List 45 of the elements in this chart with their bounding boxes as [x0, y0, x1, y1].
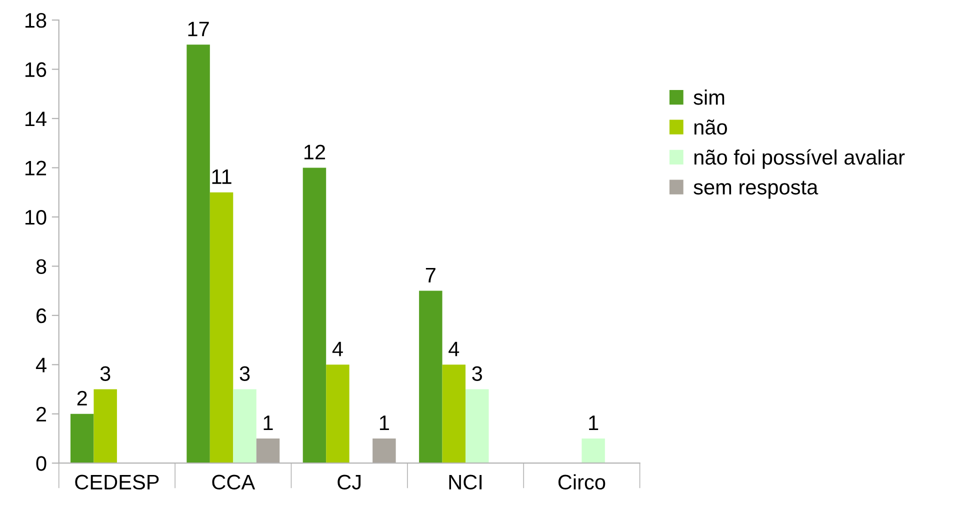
- y-tick-label: 4: [36, 358, 46, 372]
- bar: [186, 44, 210, 464]
- y-tick-label: 2: [36, 406, 46, 422]
- y-tick-label: 8: [36, 259, 46, 274]
- bar: [442, 364, 466, 464]
- data-label: 1: [589, 416, 598, 430]
- y-tick-label: 14: [25, 112, 46, 126]
- x-tick-label: CJ: [338, 474, 361, 490]
- y-tick-label: 0: [36, 456, 46, 471]
- x-tick-label: CEDESP: [75, 474, 159, 490]
- bar: [372, 438, 396, 464]
- data-label: 3: [472, 366, 482, 381]
- data-label: 4: [448, 342, 460, 356]
- bar: [302, 168, 326, 464]
- legend-label: não: [694, 120, 727, 135]
- bar: [582, 438, 605, 464]
- data-label: 12: [304, 144, 326, 160]
- data-label: 3: [100, 366, 110, 381]
- x-tick-label: Circo: [558, 474, 606, 490]
- bar: [326, 364, 350, 464]
- data-label: 7: [426, 268, 436, 282]
- data-label: 11: [212, 170, 232, 184]
- y-tick-label: 10: [25, 210, 46, 225]
- y-tick-label: 12: [25, 160, 46, 176]
- bar: [256, 438, 280, 464]
- bar: [210, 192, 234, 464]
- legend-label: sim: [694, 90, 724, 105]
- legend-label: não foi possível avaliar: [694, 149, 905, 169]
- data-label: 1: [264, 416, 273, 430]
- bar: [419, 290, 442, 464]
- y-tick-label: 18: [25, 13, 46, 28]
- bar: [233, 389, 256, 464]
- data-label: 17: [188, 22, 209, 36]
- y-tick-label: 6: [36, 308, 46, 324]
- data-label: 1: [380, 416, 389, 430]
- data-label: 4: [332, 342, 343, 356]
- x-tick-label: NCI: [449, 474, 482, 490]
- x-tick-label: CCA: [212, 474, 256, 490]
- data-label: 3: [240, 366, 250, 381]
- bar: [466, 389, 489, 464]
- legend-label: sem resposta: [694, 180, 818, 199]
- y-tick-label: 16: [25, 62, 46, 78]
- bar: [70, 414, 94, 464]
- data-label: 2: [77, 390, 87, 406]
- bar: [94, 389, 117, 464]
